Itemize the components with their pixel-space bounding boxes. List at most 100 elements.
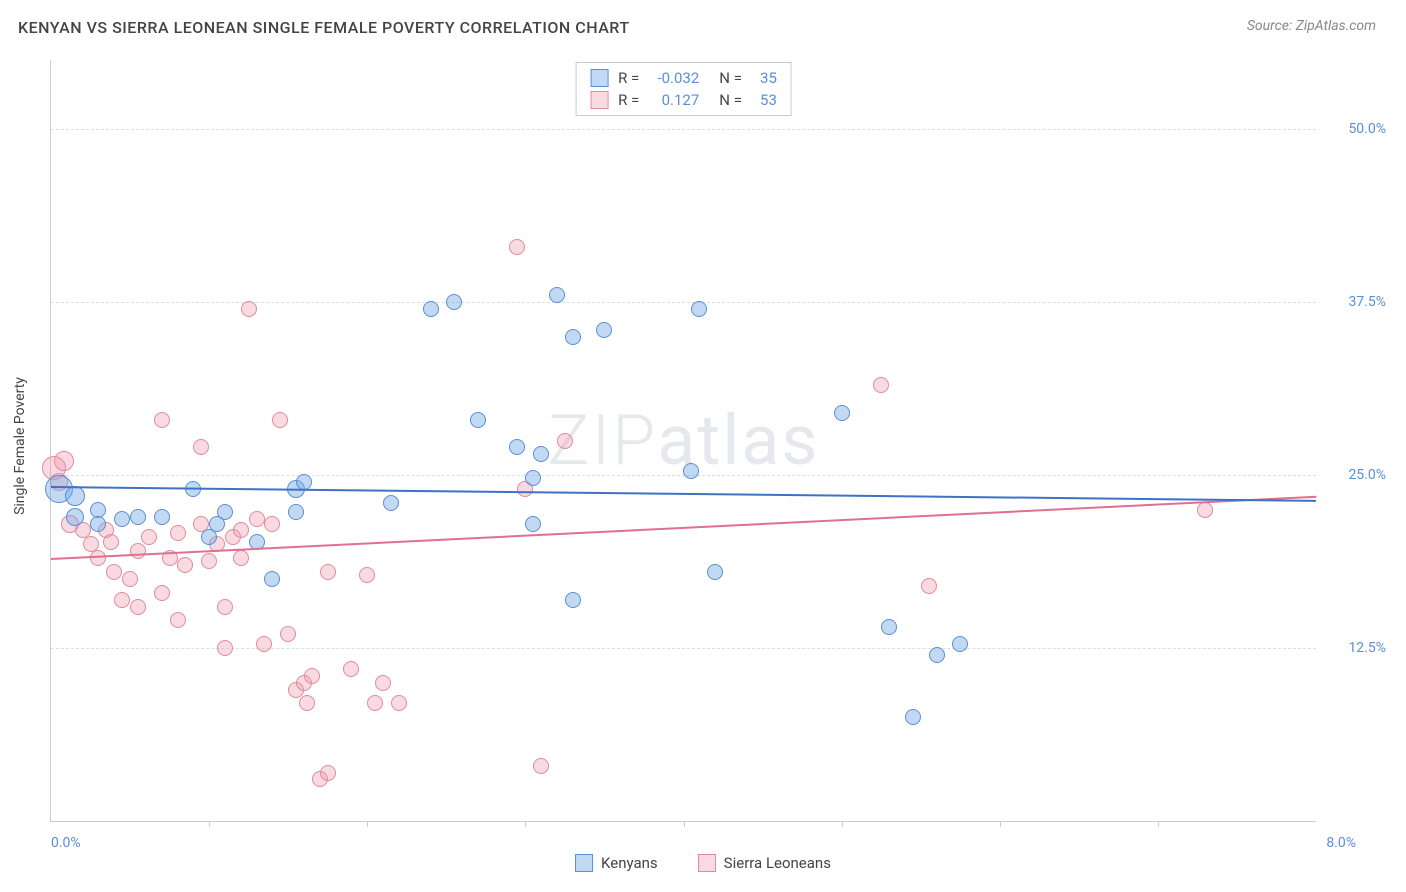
data-point-sierra-leoneans xyxy=(170,612,186,628)
data-point-kenyans xyxy=(264,571,280,587)
data-point-sierra-leoneans xyxy=(154,585,170,601)
y-axis-label: Single Female Poverty xyxy=(12,377,28,515)
x-tick-mark xyxy=(367,821,368,827)
data-point-sierra-leoneans xyxy=(233,522,249,538)
stats-row-sierra-leoneans: R = 0.127 N = 53 xyxy=(590,89,777,111)
data-point-sierra-leoneans xyxy=(141,529,157,545)
data-point-kenyans xyxy=(446,294,462,310)
data-point-kenyans xyxy=(296,474,312,490)
data-point-kenyans xyxy=(130,509,146,525)
y-tick-label: 37.5% xyxy=(1326,294,1386,310)
data-point-kenyans xyxy=(905,709,921,725)
x-tick-mark xyxy=(842,821,843,827)
bottom-legend: Kenyans Sierra Leoneans xyxy=(575,854,831,872)
data-point-sierra-leoneans xyxy=(249,511,265,527)
data-point-sierra-leoneans xyxy=(90,550,106,566)
data-point-sierra-leoneans xyxy=(122,571,138,587)
data-point-sierra-leoneans xyxy=(154,412,170,428)
n-value-kenyans: 35 xyxy=(752,69,777,87)
legend-label-kenyans: Kenyans xyxy=(601,854,658,872)
legend-swatch-kenyans xyxy=(575,854,593,872)
legend-swatch-sierra-leoneans xyxy=(698,854,716,872)
data-point-sierra-leoneans xyxy=(103,534,119,550)
gridline xyxy=(51,475,1316,476)
data-point-kenyans xyxy=(565,329,581,345)
data-point-kenyans xyxy=(565,592,581,608)
x-tick-mark xyxy=(525,821,526,827)
data-point-sierra-leoneans xyxy=(557,433,573,449)
stats-box: R = -0.032 N = 35 R = 0.127 N = 53 xyxy=(575,62,792,116)
x-tick-mark xyxy=(209,821,210,827)
data-point-kenyans xyxy=(114,511,130,527)
y-tick-label: 12.5% xyxy=(1326,640,1386,656)
n-label: N = xyxy=(719,91,742,109)
n-label: N = xyxy=(719,69,742,87)
r-value-kenyans: -0.032 xyxy=(649,69,699,87)
x-tick-right: 8.0% xyxy=(1326,835,1356,851)
source-label: Source: ZipAtlas.com xyxy=(1247,18,1376,34)
data-point-kenyans xyxy=(201,529,217,545)
gridline xyxy=(51,648,1316,649)
gridline xyxy=(51,129,1316,130)
data-point-sierra-leoneans xyxy=(130,599,146,615)
data-point-kenyans xyxy=(423,301,439,317)
data-point-kenyans xyxy=(154,509,170,525)
r-label: R = xyxy=(618,91,639,109)
data-point-kenyans xyxy=(470,412,486,428)
gridline xyxy=(51,302,1316,303)
data-point-sierra-leoneans xyxy=(114,592,130,608)
swatch-sierra-leoneans xyxy=(590,91,608,109)
data-point-kenyans xyxy=(952,636,968,652)
data-point-sierra-leoneans xyxy=(193,439,209,455)
data-point-kenyans xyxy=(66,508,84,526)
data-point-sierra-leoneans xyxy=(233,550,249,566)
x-tick-mark xyxy=(1000,821,1001,827)
stats-row-kenyans: R = -0.032 N = 35 xyxy=(590,67,777,89)
data-point-sierra-leoneans xyxy=(54,451,74,471)
x-tick-mark xyxy=(684,821,685,827)
data-point-kenyans xyxy=(525,470,541,486)
data-point-sierra-leoneans xyxy=(533,758,549,774)
data-point-kenyans xyxy=(217,504,233,520)
data-point-sierra-leoneans xyxy=(509,239,525,255)
data-point-sierra-leoneans xyxy=(320,564,336,580)
data-point-sierra-leoneans xyxy=(217,599,233,615)
data-point-sierra-leoneans xyxy=(391,695,407,711)
trend-line-kenyans xyxy=(51,486,1316,502)
data-point-sierra-leoneans xyxy=(130,543,146,559)
data-point-sierra-leoneans xyxy=(921,578,937,594)
swatch-kenyans xyxy=(590,69,608,87)
x-tick-left: 0.0% xyxy=(51,835,81,851)
data-point-sierra-leoneans xyxy=(367,695,383,711)
data-point-sierra-leoneans xyxy=(280,626,296,642)
data-point-sierra-leoneans xyxy=(241,301,257,317)
data-point-sierra-leoneans xyxy=(264,516,280,532)
data-point-sierra-leoneans xyxy=(873,377,889,393)
data-point-sierra-leoneans xyxy=(299,695,315,711)
data-point-sierra-leoneans xyxy=(177,557,193,573)
chart-title: KENYAN VS SIERRA LEONEAN SINGLE FEMALE P… xyxy=(18,18,630,37)
x-tick-mark xyxy=(1158,821,1159,827)
data-point-kenyans xyxy=(383,495,399,511)
legend-item-kenyans: Kenyans xyxy=(575,854,658,872)
data-point-sierra-leoneans xyxy=(343,661,359,677)
data-point-kenyans xyxy=(881,619,897,635)
data-point-sierra-leoneans xyxy=(106,564,122,580)
r-value-sierra-leoneans: 0.127 xyxy=(649,91,699,109)
data-point-kenyans xyxy=(65,486,85,506)
data-point-kenyans xyxy=(834,405,850,421)
data-point-kenyans xyxy=(525,516,541,532)
data-point-kenyans xyxy=(90,516,106,532)
legend-item-sierra-leoneans: Sierra Leoneans xyxy=(698,854,831,872)
legend-label-sierra-leoneans: Sierra Leoneans xyxy=(724,854,831,872)
data-point-sierra-leoneans xyxy=(170,525,186,541)
r-label: R = xyxy=(618,69,639,87)
data-point-kenyans xyxy=(691,301,707,317)
data-point-sierra-leoneans xyxy=(359,567,375,583)
y-tick-label: 50.0% xyxy=(1326,121,1386,137)
data-point-sierra-leoneans xyxy=(272,412,288,428)
data-point-kenyans xyxy=(533,446,549,462)
data-point-kenyans xyxy=(683,463,699,479)
data-point-kenyans xyxy=(596,322,612,338)
data-point-sierra-leoneans xyxy=(256,636,272,652)
